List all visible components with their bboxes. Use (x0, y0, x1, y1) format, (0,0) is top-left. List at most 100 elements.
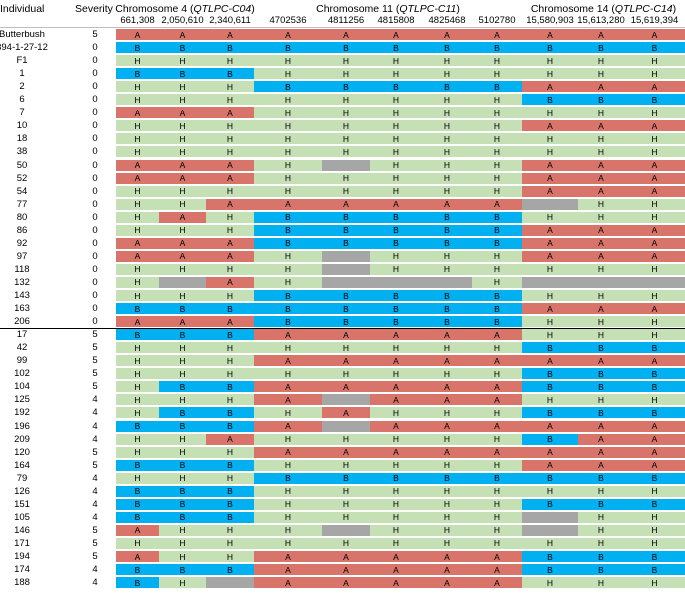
genotype-cell: H (472, 185, 522, 197)
genotype-cell: H (254, 263, 322, 275)
genotype-cell: A (159, 159, 206, 171)
genotype-cell: B (116, 564, 159, 576)
genotype-cell: H (522, 146, 578, 158)
severity-score: 0 (92, 159, 98, 171)
genotype-cell: A (522, 420, 578, 432)
genotype-cell: H (159, 342, 206, 354)
genotype-cell: B (322, 42, 370, 54)
genotype-cell: A (370, 446, 422, 458)
severity-score: 0 (92, 68, 98, 80)
individual-header: Individual (0, 3, 45, 15)
genotype-cell: B (522, 381, 578, 393)
qtl-name: QTLPC-C14 (614, 3, 673, 15)
genotype-cell: H (206, 224, 254, 236)
genotype-cell: A (578, 433, 624, 445)
genotype-cell: B (624, 564, 685, 576)
individual-id: 97 (16, 250, 28, 262)
qtl-name: QTLPC-C04 (193, 3, 252, 15)
genotype-cell: H (578, 537, 624, 549)
genotype-cell: A (159, 237, 206, 249)
genotype-cell: A (254, 198, 322, 210)
severity-score: 4 (92, 485, 98, 497)
genotype-cell: A (624, 172, 685, 184)
individual-id: 125 (14, 394, 30, 406)
individual-id: 2 (19, 81, 25, 93)
genotype-cell: H (472, 368, 522, 380)
genotype-cell: H (206, 446, 254, 458)
genotype-cell: H (159, 133, 206, 145)
genotype-cell: H (322, 498, 370, 510)
genotype-cell: B (322, 224, 370, 236)
genotype-cell: H (322, 146, 370, 158)
genotype-cell: H (116, 120, 159, 132)
genotype-cell: H (159, 446, 206, 458)
genotype-cell: A (322, 198, 370, 210)
genotype-cell: H (116, 133, 159, 145)
genotype-cell: H (624, 290, 685, 302)
genotype-cell: H (206, 133, 254, 145)
genotype-cell: H (472, 342, 522, 354)
genotype-cell: H (206, 551, 254, 563)
genotype-cell: H (116, 198, 159, 210)
genotype-cell: H (578, 485, 624, 497)
severity-score: 5 (92, 459, 98, 471)
genotype-cell: B (578, 564, 624, 576)
genotype-cell: H (254, 511, 322, 523)
genotype-cell: A (472, 564, 522, 576)
genotype-cell: A (578, 185, 624, 197)
genotype-cell: H (322, 537, 370, 549)
severity-score: 0 (92, 107, 98, 119)
individual-id: 209 (14, 433, 30, 445)
missing-genotype-cell (322, 524, 370, 536)
genotype-cell: B (624, 551, 685, 563)
genotype-cell: A (116, 172, 159, 184)
genotype-cell: H (578, 290, 624, 302)
genotype-cell: B (624, 42, 685, 54)
genotype-cell: A (624, 250, 685, 262)
genotype-cell: A (578, 355, 624, 367)
marker-position-header: 15,619,394 (630, 15, 679, 26)
genotype-cell: H (370, 146, 422, 158)
genotype-cell: B (522, 42, 578, 54)
genotype-cell: B (522, 407, 578, 419)
genotype-cell: H (254, 276, 322, 288)
severity-score: 5 (92, 329, 98, 341)
marker-position-header: 15,613,280 (577, 15, 625, 26)
genotype-cell: A (624, 224, 685, 236)
genotype-cell: A (116, 551, 159, 563)
genotype-cell: H (578, 263, 624, 275)
genotype-cell: H (370, 433, 422, 445)
genotype-cell: A (624, 355, 685, 367)
genotype-cell: H (522, 290, 578, 302)
genotype-cell: B (254, 316, 322, 328)
genotype-cell: A (422, 355, 472, 367)
genotype-cell: A (370, 355, 422, 367)
genotype-cell: B (624, 381, 685, 393)
genotype-cell: A (472, 420, 522, 432)
missing-genotype-cell (522, 524, 578, 536)
genotype-cell: H (522, 537, 578, 549)
genotype-cell: A (254, 29, 322, 41)
individual-id: 10 (16, 120, 28, 132)
genotype-cell: B (116, 42, 159, 54)
genotype-cell: H (370, 524, 422, 536)
individual-id: 132 (14, 276, 30, 288)
genotype-cell: A (370, 29, 422, 41)
individual-id: 196 (14, 420, 30, 432)
genotype-cell: H (472, 250, 522, 262)
genotype-cell: A (522, 29, 578, 41)
genotype-cell: A (522, 459, 578, 471)
genotype-cell: H (472, 276, 522, 288)
genotype-cell: B (206, 485, 254, 497)
genotype-cell: B (116, 511, 159, 523)
individual-id: 164 (14, 459, 30, 471)
genotype-cell: H (159, 81, 206, 93)
genotype-cell: H (624, 133, 685, 145)
genotype-cell: H (116, 290, 159, 302)
genotype-cell: A (578, 237, 624, 249)
genotype-cell: B (624, 498, 685, 510)
group-prefix: Chromosome 11 ( (316, 3, 400, 15)
genotype-cell: H (116, 211, 159, 223)
genotype-cell: A (254, 394, 322, 406)
genotype-cell: A (370, 329, 422, 341)
